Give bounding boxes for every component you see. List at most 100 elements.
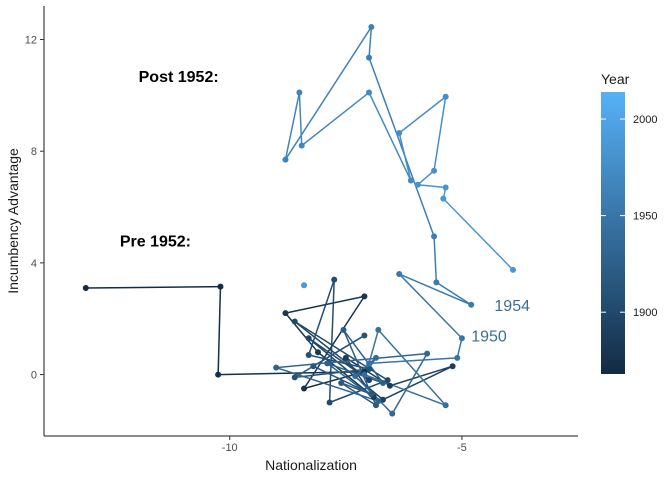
series-line-segment <box>364 373 446 406</box>
data-point <box>442 93 449 100</box>
data-point <box>442 184 449 191</box>
data-point <box>396 130 403 137</box>
data-point <box>82 285 89 292</box>
data-point <box>386 382 393 389</box>
series-line-segment <box>284 92 301 160</box>
series-line-segment <box>435 281 472 306</box>
data-point <box>291 374 298 381</box>
data-point <box>449 363 456 370</box>
data-point <box>431 233 438 240</box>
data-point <box>310 363 317 370</box>
series-line-segment <box>308 337 384 401</box>
data-point <box>305 352 312 359</box>
data-point <box>407 177 414 184</box>
data-point <box>440 195 447 202</box>
data-point <box>366 54 373 61</box>
data-point <box>442 402 449 409</box>
series-line-segment <box>382 365 453 401</box>
data-point <box>414 181 421 188</box>
data-point <box>305 335 312 342</box>
series-line-segment <box>368 26 373 58</box>
data-point <box>331 276 338 283</box>
data-point <box>361 293 368 300</box>
series-line-segment <box>303 295 366 389</box>
series-line-segment <box>398 96 447 134</box>
data-point <box>282 310 289 317</box>
series-line-segment <box>85 285 221 289</box>
series-line-segment <box>391 353 428 415</box>
data-point <box>326 399 333 406</box>
y-tick-label: 0 <box>31 370 37 382</box>
x-tick-label: -5 <box>457 442 467 454</box>
data-point <box>324 360 331 367</box>
legend-tick-label: 2000 <box>633 114 657 126</box>
x-axis-title: Nationalization <box>265 457 357 473</box>
legend-tick-label: 1900 <box>633 307 657 319</box>
series-line-segment <box>433 96 447 171</box>
data-point <box>298 142 305 149</box>
data-point <box>375 326 382 333</box>
series-line-segment <box>294 320 389 381</box>
series-line-segment <box>301 91 370 147</box>
series-line-segment <box>368 57 435 237</box>
series-line-segment <box>368 92 412 181</box>
data-point <box>282 156 289 163</box>
point-label: 1954 <box>494 298 530 315</box>
data-point <box>509 266 516 273</box>
x-tick-label: -10 <box>222 442 238 454</box>
data-point <box>379 396 386 403</box>
data-point <box>468 301 475 308</box>
series-line-segment <box>456 338 463 358</box>
chart-annotation: Post 1952: <box>139 69 219 86</box>
series-line-segment <box>368 357 458 365</box>
series-line-segment <box>354 357 377 377</box>
series-line-segment <box>398 132 412 181</box>
data-point <box>314 349 321 356</box>
series-line-segment <box>398 273 463 339</box>
series-line-segment <box>329 379 388 404</box>
chart-annotation: Pre 1952: <box>120 234 191 251</box>
data-point <box>454 354 461 361</box>
data-point <box>273 364 280 371</box>
series-line-segment <box>442 198 514 271</box>
series-line-segment <box>368 329 380 364</box>
series-line-segment <box>217 286 222 375</box>
legend-colorbar <box>601 92 625 374</box>
data-point <box>366 360 373 367</box>
data-point <box>340 326 347 333</box>
data-point <box>375 398 382 405</box>
series-line-segment <box>275 366 379 402</box>
series-line-segment <box>417 170 435 186</box>
data-point <box>361 371 368 378</box>
data-point <box>458 335 465 342</box>
data-point <box>366 377 373 384</box>
data-point <box>296 89 303 96</box>
y-tick-label: 4 <box>31 258 37 270</box>
series-line-segment <box>377 329 447 406</box>
data-point <box>301 282 308 289</box>
legend-title: Year <box>601 71 630 87</box>
data-point <box>301 385 308 392</box>
series-line-segment <box>312 334 365 367</box>
data-point <box>217 283 224 290</box>
series-line-segment <box>294 368 370 379</box>
data-point <box>431 167 438 174</box>
y-axis-title: Incumbency Advantage <box>5 148 21 294</box>
data-point <box>338 379 345 386</box>
data-point <box>373 354 380 361</box>
data-point <box>384 377 391 384</box>
series-line-segment <box>342 329 384 384</box>
data-point <box>368 23 375 30</box>
series-line-segment <box>307 279 335 356</box>
series-line-segment <box>433 236 438 283</box>
data-point <box>368 391 375 398</box>
series-line-segment <box>417 183 446 189</box>
data-point <box>424 350 431 357</box>
point-label: 1950 <box>471 328 507 345</box>
data-point <box>215 371 222 378</box>
series-line-segment <box>298 92 303 146</box>
data-point <box>366 89 373 96</box>
series-line-segment <box>284 26 372 160</box>
